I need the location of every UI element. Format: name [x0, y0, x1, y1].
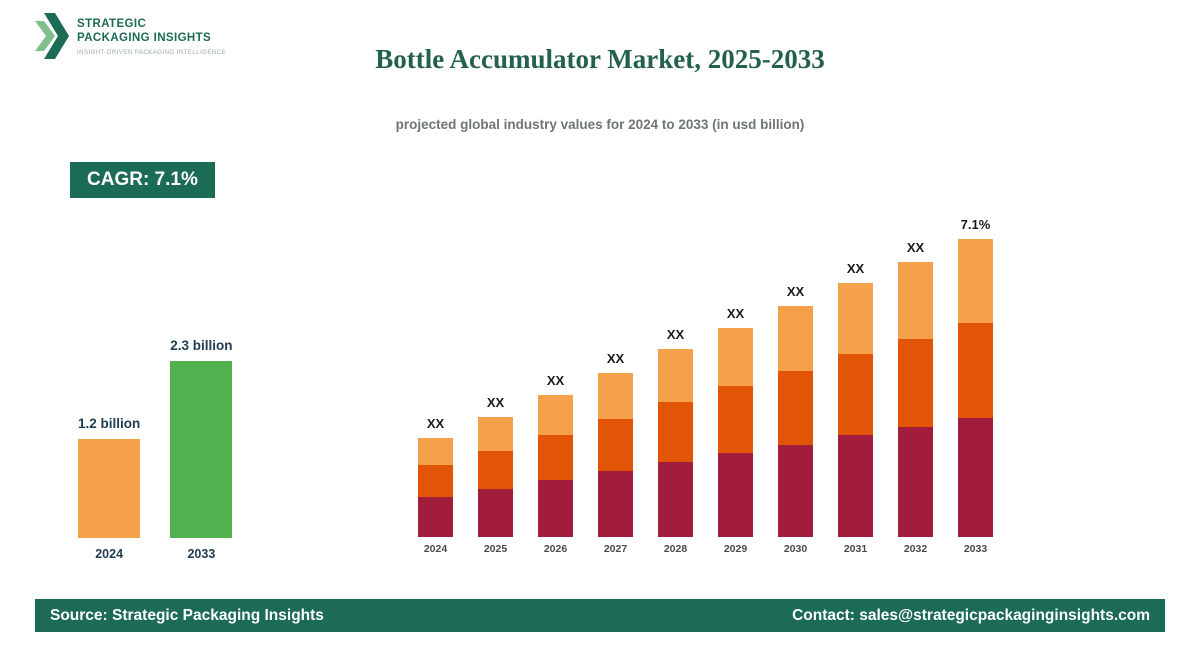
axis-year-label: 2031 — [843, 543, 868, 555]
middle-segment — [538, 435, 573, 480]
stacked-column-2025: XX 2025 — [478, 395, 513, 555]
stacked-column-2029: XX 2029 — [718, 306, 753, 555]
brand-text: STRATEGIC PACKAGING INSIGHTS INSIGHT-DRI… — [77, 13, 226, 56]
axis-year-label: 2028 — [663, 543, 688, 555]
stacked-bar-2033 — [958, 239, 993, 537]
stacked-column-2033: 7.1% 2033 — [958, 217, 993, 555]
bottom-segment — [838, 435, 873, 537]
bar-top-label: XX — [486, 395, 505, 410]
bottom-segment — [658, 462, 693, 537]
stacked-bar-2032 — [898, 262, 933, 537]
bottom-segment — [538, 480, 573, 537]
brand-name-line2: PACKAGING INSIGHTS — [77, 31, 212, 44]
footer-bar: Source: Strategic Packaging Insights Con… — [35, 599, 1165, 632]
stacked-column-2027: XX 2027 — [598, 351, 633, 555]
middle-segment — [718, 386, 753, 453]
stacked-column-2032: XX 2032 — [898, 240, 933, 555]
axis-year-label: 2033 — [963, 543, 988, 555]
top-segment — [538, 395, 573, 435]
stacked-column-2026: XX 2026 — [538, 373, 573, 555]
bar-top-label: XX — [726, 306, 745, 321]
bar-value-label: 2.3 billion — [170, 338, 233, 353]
axis-year-label: 2025 — [483, 543, 508, 555]
brand-name-line1: STRATEGIC — [77, 18, 147, 30]
top-segment — [418, 438, 453, 465]
bar-top-label: XX — [846, 261, 865, 276]
stacked-bar-2029 — [718, 328, 753, 537]
bottom-segment — [478, 489, 513, 537]
stacked-column-2024: XX 2024 — [418, 416, 453, 555]
stacked-column-2030: XX 2030 — [778, 284, 813, 555]
middle-segment — [898, 339, 933, 427]
double-chevron-icon — [35, 13, 69, 59]
bottom-segment — [418, 497, 453, 537]
middle-segment — [838, 354, 873, 435]
page-title: Bottle Accumulator Market, 2025-2033 — [375, 44, 825, 74]
top-segment — [778, 306, 813, 371]
bar-top-label: XX — [546, 373, 565, 388]
bottom-segment — [778, 445, 813, 537]
bottom-segment — [898, 427, 933, 537]
footer-contact: Contact: sales@strategicpackaginginsight… — [792, 606, 1150, 624]
stacked-bar-2028 — [658, 349, 693, 537]
middle-segment — [418, 465, 453, 497]
top-segment — [838, 283, 873, 354]
axis-year-label: 2029 — [723, 543, 748, 555]
footer-source: Source: Strategic Packaging Insights — [50, 606, 324, 624]
stacked-bar-chart: XX 2024 XX 2025 XX 2026 XX 2027 XX 2028 XX 2029 XX 20… — [418, 217, 993, 555]
bar-top-label: XX — [666, 327, 685, 342]
page-subtitle: projected global industry values for 202… — [395, 117, 805, 132]
middle-segment — [778, 371, 813, 445]
stacked-bar-2030 — [778, 306, 813, 537]
bottom-segment — [598, 471, 633, 537]
top-segment — [718, 328, 753, 386]
axis-year-label: 2027 — [603, 543, 628, 555]
bar-value-label: 1.2 billion — [78, 416, 141, 431]
axis-year-label: 2024 — [95, 547, 124, 561]
brand-tagline: INSIGHT-DRIVEN PACKAGING INTELLIGENCE — [77, 49, 227, 56]
axis-year-label: 2030 — [783, 543, 808, 555]
middle-segment — [958, 323, 993, 418]
bottom-segment — [958, 418, 993, 537]
stacked-bar-2027 — [598, 373, 633, 537]
middle-segment — [598, 419, 633, 471]
bar-2033 — [170, 361, 233, 538]
bar-top-label: 7.1% — [960, 217, 991, 232]
middle-segment — [658, 402, 693, 462]
top-segment — [898, 262, 933, 339]
stacked-bar-2024 — [418, 438, 453, 537]
stacked-column-2028: XX 2028 — [658, 327, 693, 555]
top-segment — [598, 373, 633, 419]
mini-chart-column-2024: 1.2 billion 2024 — [78, 416, 140, 561]
axis-year-label: 2026 — [543, 543, 568, 555]
bar-top-label: XX — [786, 284, 805, 299]
axis-year-label: 2024 — [423, 543, 448, 555]
axis-year-label: 2033 — [187, 547, 216, 561]
axis-year-label: 2032 — [903, 543, 928, 555]
mini-bar-chart: 1.2 billion 2024 2.3 billion 2033 — [78, 338, 233, 561]
stacked-bar-2031 — [838, 283, 873, 537]
bar-top-label: XX — [906, 240, 925, 255]
cagr-badge: CAGR: 7.1% — [70, 162, 215, 198]
stacked-bar-2026 — [538, 395, 573, 537]
bar-2024 — [78, 439, 141, 538]
stacked-bar-2025 — [478, 417, 513, 537]
bar-top-label: XX — [606, 351, 625, 366]
top-segment — [958, 239, 993, 323]
mini-chart-column-2033: 2.3 billion 2033 — [170, 338, 232, 561]
top-segment — [478, 417, 513, 451]
middle-segment — [478, 451, 513, 489]
stacked-column-2031: XX 2031 — [838, 261, 873, 555]
top-segment — [658, 349, 693, 402]
bar-top-label: XX — [426, 416, 445, 431]
brand-logo: STRATEGIC PACKAGING INSIGHTS INSIGHT-DRI… — [35, 13, 226, 59]
bottom-segment — [718, 453, 753, 537]
